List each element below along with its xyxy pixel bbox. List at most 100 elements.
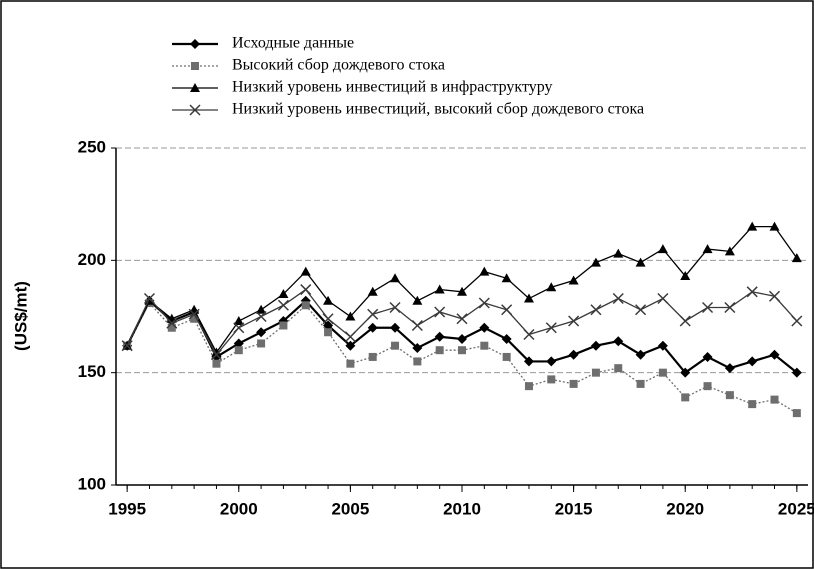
point: [612, 292, 624, 305]
point: [346, 359, 355, 368]
point: [523, 356, 534, 367]
point: [256, 304, 267, 314]
point: [590, 257, 601, 267]
x-tick-label: 2015: [555, 499, 593, 518]
point: [657, 292, 669, 305]
point: [636, 379, 645, 388]
point: [725, 391, 734, 400]
point: [591, 368, 600, 377]
point: [434, 331, 445, 342]
point: [590, 340, 601, 351]
point: [300, 266, 311, 276]
point: [501, 304, 513, 316]
point: [390, 273, 401, 283]
point: [233, 338, 244, 349]
point: [324, 328, 333, 337]
point: [501, 273, 512, 283]
x-tick-label: 1995: [108, 499, 146, 518]
point: [702, 351, 713, 362]
point: [702, 301, 714, 314]
x-tick-label: 2000: [220, 499, 258, 518]
point: [301, 301, 310, 310]
point: [769, 221, 780, 231]
point: [257, 339, 266, 348]
point: [279, 321, 288, 330]
point: [121, 340, 133, 352]
point: [166, 317, 178, 329]
point: [323, 295, 334, 305]
point: [167, 323, 176, 332]
point: [545, 322, 557, 334]
point: [188, 308, 200, 320]
y-tick-label: 250: [78, 137, 106, 156]
point: [323, 320, 334, 331]
point: [702, 244, 713, 254]
point: [367, 286, 378, 296]
y-axis-label: (US$/mt): [11, 281, 30, 351]
point: [413, 357, 422, 366]
point: [746, 286, 758, 298]
point: [143, 292, 156, 305]
point: [724, 301, 736, 314]
point: [523, 293, 534, 303]
point: [458, 346, 466, 355]
point: [478, 297, 490, 309]
point: [434, 284, 445, 294]
x-tick-label: 2010: [443, 499, 481, 518]
point: [501, 333, 512, 344]
y-tick-label: 150: [78, 362, 106, 381]
point: [233, 322, 245, 334]
point: [390, 322, 401, 333]
point: [391, 341, 400, 350]
point: [457, 286, 467, 296]
legend-marker: [191, 62, 199, 70]
point: [568, 275, 579, 285]
point: [635, 257, 646, 267]
point: [791, 253, 802, 263]
point: [590, 304, 602, 316]
point: [613, 336, 624, 347]
y-tick-label: 100: [78, 474, 106, 493]
point: [724, 363, 735, 374]
point: [568, 315, 580, 327]
point: [434, 306, 446, 318]
point: [680, 271, 691, 281]
legend-label: Низкий уровень инвестиций в инфраструкту…: [232, 79, 553, 96]
point: [635, 349, 646, 360]
point: [681, 393, 690, 402]
point: [345, 340, 356, 351]
point: [770, 395, 779, 404]
point: [479, 322, 490, 333]
point: [768, 290, 781, 302]
point: [569, 379, 578, 388]
legend-label: Низкий уровень инвестиций, высокий сбор …: [232, 101, 644, 118]
point: [435, 346, 444, 355]
x-tick-label: 2020: [666, 499, 704, 518]
point: [255, 310, 267, 323]
point: [367, 322, 378, 333]
point: [277, 299, 289, 311]
legend-label: Исходные данные: [232, 35, 354, 52]
point: [680, 367, 691, 378]
point: [524, 382, 533, 391]
point: [613, 248, 624, 258]
point: [657, 244, 668, 254]
point: [748, 400, 757, 409]
point: [234, 346, 243, 355]
point: [546, 356, 557, 367]
point: [367, 308, 379, 320]
point: [233, 315, 244, 325]
point: [792, 409, 801, 418]
point: [212, 359, 221, 368]
point: [479, 266, 490, 276]
point: [791, 367, 802, 378]
point: [791, 315, 803, 327]
point: [412, 342, 423, 353]
point: [210, 349, 222, 361]
point: [456, 313, 468, 325]
legend-marker: [190, 39, 200, 49]
point: [568, 349, 579, 360]
point: [480, 341, 489, 350]
point: [679, 315, 691, 327]
